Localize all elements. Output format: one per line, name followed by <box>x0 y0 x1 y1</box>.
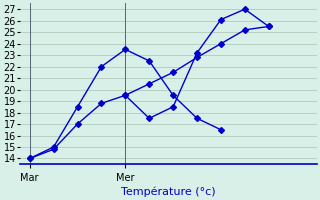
X-axis label: Température (°c): Température (°c) <box>121 186 216 197</box>
